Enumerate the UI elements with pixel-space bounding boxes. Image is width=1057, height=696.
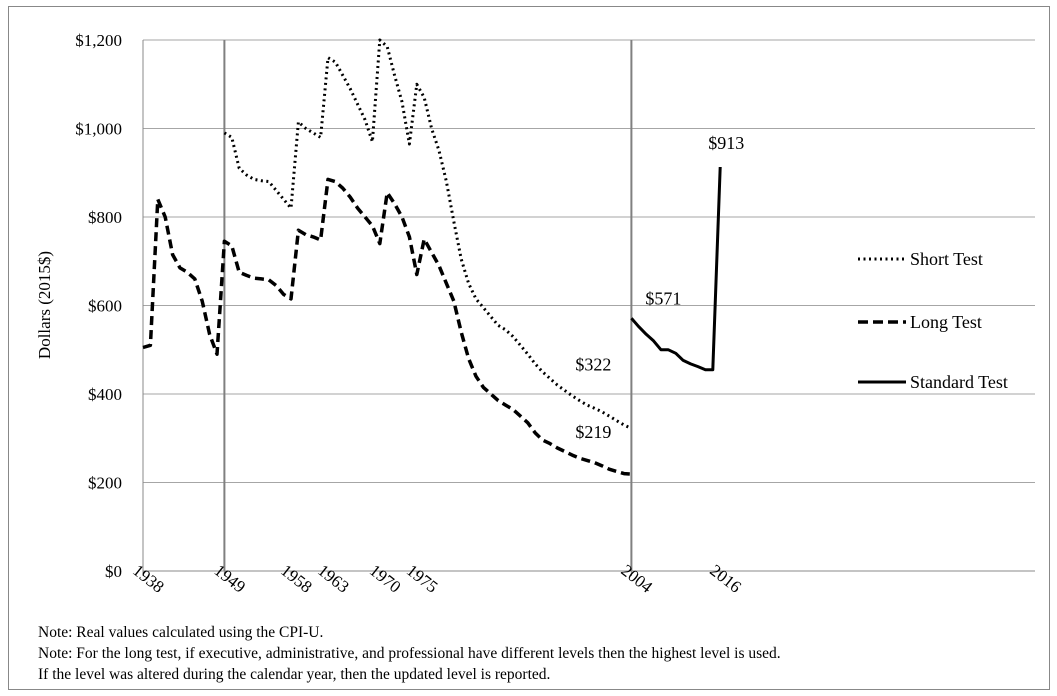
data-label: $219	[575, 422, 611, 442]
y-tick-label: $600	[88, 297, 122, 316]
x-tick-label: 2004	[618, 561, 657, 597]
gridlines	[143, 39, 1035, 572]
note-line-1: Note: Real values calculated using the C…	[38, 624, 324, 641]
series-line-standard-test	[630, 166, 722, 372]
y-tick-label: $1,000	[75, 120, 122, 139]
data-label: $571	[645, 288, 681, 308]
x-tick-label: 1970	[366, 561, 404, 597]
x-tick-label: 1958	[277, 561, 315, 597]
y-tick-label: $200	[88, 474, 122, 493]
series-lines	[142, 38, 722, 476]
legend-label: Long Test	[910, 312, 982, 332]
x-tick-label: 1975	[403, 561, 441, 597]
axes	[142, 40, 1035, 572]
note-line-3: If the level was altered during the cale…	[38, 666, 551, 683]
legend-label: Standard Test	[910, 372, 1008, 392]
data-annotations: $913 $571 $322 $219	[575, 133, 744, 442]
series-line-short-test	[223, 38, 633, 430]
chart-frame	[8, 6, 1050, 690]
vertical-marker-lines	[223, 40, 633, 571]
y-axis-label: Dollars (2015$)	[35, 251, 54, 359]
y-tick-label: $0	[105, 562, 122, 581]
line-chart: $0$200$400$600$800$1,000$1,200 1938 1949 1…	[35, 31, 1035, 597]
legend: Short Test Long Test Standard Test	[858, 249, 1008, 392]
note-line-2: Note: For the long test, if executive, a…	[38, 645, 781, 662]
x-tick-label: 1963	[314, 561, 352, 597]
data-label: $322	[575, 355, 611, 375]
y-tick-label: $400	[88, 385, 122, 404]
series-line-long-test	[142, 177, 632, 476]
data-label: $913	[708, 133, 744, 153]
y-tick-label: $800	[88, 208, 122, 227]
y-tick-label: $1,200	[75, 31, 122, 50]
legend-label: Short Test	[910, 249, 983, 269]
notes: Note: Real values calculated using the C…	[38, 622, 1048, 685]
x-tick-label: 1949	[211, 561, 249, 597]
y-tick-labels: $0 $200 $400 $600 $800 $1,000 $1,200	[75, 31, 122, 581]
x-tick-label: 1938	[129, 561, 167, 597]
x-tick-label: 2016	[706, 561, 744, 597]
